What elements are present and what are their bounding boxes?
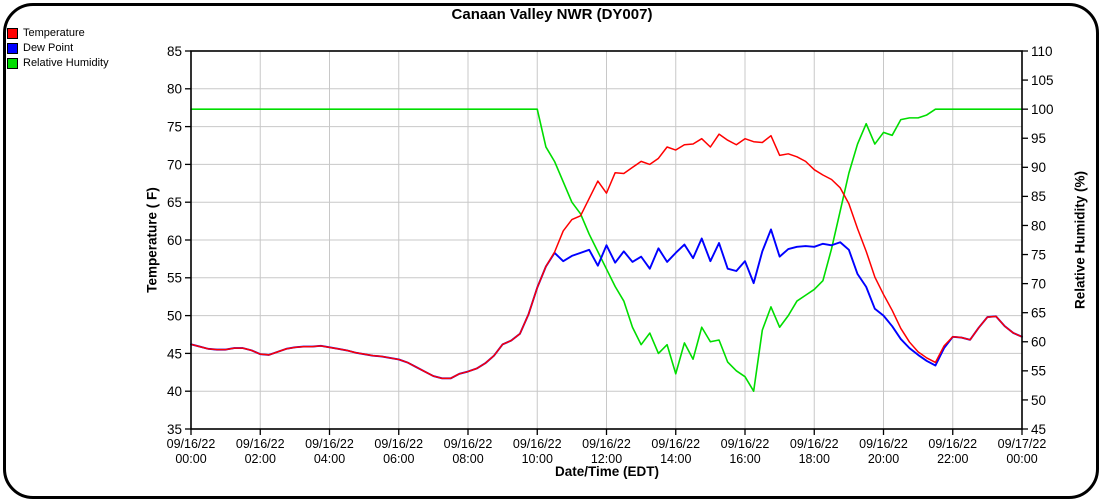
x-tick-label-date: 09/16/22 <box>928 437 977 451</box>
y-right-tick-label: 75 <box>1031 247 1046 262</box>
legend-label: Temperature <box>23 26 85 39</box>
x-tick-label-date: 09/16/22 <box>513 437 562 451</box>
x-tick-label-date: 09/16/22 <box>651 437 700 451</box>
y-left-tick-label: 55 <box>167 271 182 286</box>
x-tick-label-date: 09/16/22 <box>859 437 908 451</box>
y-right-tick-label: 100 <box>1031 102 1054 117</box>
x-tick-label-time: 18:00 <box>799 452 830 466</box>
y-left-tick-label: 80 <box>167 82 182 97</box>
legend-swatch-dew-point <box>7 42 18 54</box>
relative-humidity-line <box>190 108 1023 393</box>
y-right-tick-label: 65 <box>1031 306 1046 321</box>
x-tick-label-date: 09/16/22 <box>444 437 493 451</box>
legend-label: Dew Point <box>23 41 74 54</box>
x-tick-label-date: 09/16/22 <box>167 437 216 451</box>
x-tick-label-date: 09/16/22 <box>582 437 631 451</box>
x-tick-label-time: 14:00 <box>660 452 691 466</box>
chart-title: Canaan Valley NWR (DY007) <box>451 6 653 23</box>
y-right-tick-label: 95 <box>1031 131 1046 146</box>
x-tick-label-time: 12:00 <box>591 452 622 466</box>
x-tick-label-date: 09/16/22 <box>374 437 423 451</box>
y-left-tick-label: 35 <box>167 422 182 437</box>
y-right-tick-label: 55 <box>1031 364 1046 379</box>
x-axis-title: Date/Time (EDT) <box>554 464 660 479</box>
temperature-line <box>190 133 1023 380</box>
y-right-tick-label: 80 <box>1031 218 1046 233</box>
y-left-tick-label: 40 <box>167 384 182 399</box>
x-tick-label-date: 09/16/22 <box>305 437 354 451</box>
x-tick-label-time: 02:00 <box>245 452 276 466</box>
x-tick-label-time: 22:00 <box>937 452 968 466</box>
x-tick-label-time: 08:00 <box>452 452 483 466</box>
y-right-tick-label: 45 <box>1031 422 1046 437</box>
y-right-tick-label: 90 <box>1031 160 1046 175</box>
y-right-tick-label: 110 <box>1031 44 1053 59</box>
y-left-tick-label: 85 <box>167 44 182 59</box>
y-right-tick-label: 105 <box>1031 73 1054 88</box>
x-tick-label-time: 16:00 <box>729 452 760 466</box>
legend-label: Relative Humidity <box>23 56 109 69</box>
x-tick-label-time: 20:00 <box>868 452 899 466</box>
y-left-tick-label: 45 <box>167 346 182 361</box>
legend-item-relative-humidity: Relative Humidity <box>7 56 109 70</box>
legend: Temperature Dew Point Relative Humidity <box>7 26 109 71</box>
x-tick-label-date: 09/16/22 <box>236 437 285 451</box>
x-tick-label-time: 00:00 <box>175 452 206 466</box>
y-right-tick-label: 60 <box>1031 335 1046 350</box>
y-right-tick-label: 70 <box>1031 276 1046 291</box>
y-left-tick-label: 50 <box>167 308 182 323</box>
legend-item-temperature: Temperature <box>7 26 109 40</box>
y-right-tick-label: 85 <box>1031 189 1046 204</box>
x-tick-label-time: 00:00 <box>1006 452 1037 466</box>
x-tick-label-time: 10:00 <box>522 452 553 466</box>
y-left-tick-label: 75 <box>167 119 182 134</box>
y-left-tick-label: 70 <box>167 157 182 172</box>
x-tick-label-date: 09/17/22 <box>998 437 1047 451</box>
y-left-tick-label: 60 <box>167 233 182 248</box>
x-tick-label-time: 06:00 <box>383 452 414 466</box>
legend-swatch-relative-humidity <box>7 57 18 69</box>
y-right-tick-label: 50 <box>1031 393 1046 408</box>
x-tick-label-time: 04:00 <box>314 452 345 466</box>
legend-swatch-temperature <box>7 27 18 39</box>
legend-item-dew-point: Dew Point <box>7 41 109 55</box>
x-tick-label-date: 09/16/22 <box>721 437 770 451</box>
y-left-tick-label: 65 <box>167 195 182 210</box>
x-tick-label-date: 09/16/22 <box>790 437 839 451</box>
page-border-frame <box>3 3 1099 499</box>
